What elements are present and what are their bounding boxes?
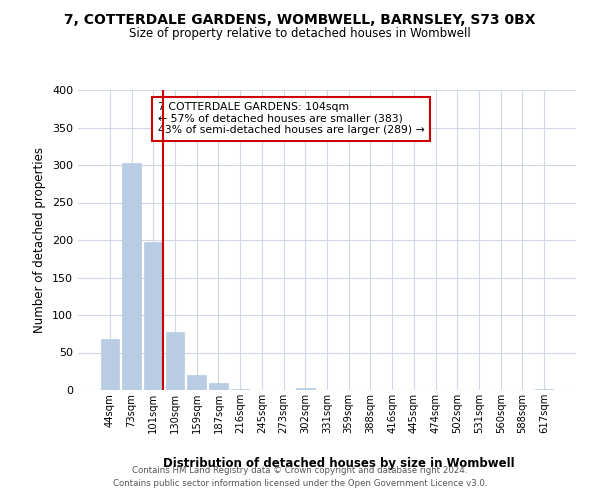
Bar (187, 375, 206, 390)
Y-axis label: Number of detached properties: Number of detached properties (34, 147, 46, 333)
Bar (296, 388, 314, 390)
Text: 7 COTTERDALE GARDENS: 104sqm
← 57% of detached houses are smaller (383)
43% of s: 7 COTTERDALE GARDENS: 104sqm ← 57% of de… (158, 102, 424, 135)
Bar (101, 339, 119, 390)
Text: Distribution of detached houses by size in Wombwell: Distribution of detached houses by size … (163, 458, 515, 470)
Bar (209, 382, 227, 390)
Bar (166, 332, 184, 390)
Text: 7, COTTERDALE GARDENS, WOMBWELL, BARNSLEY, S73 0BX: 7, COTTERDALE GARDENS, WOMBWELL, BARNSLE… (64, 12, 536, 26)
Text: Size of property relative to detached houses in Wombwell: Size of property relative to detached ho… (129, 28, 471, 40)
Bar (231, 388, 250, 390)
Bar (122, 163, 141, 390)
Text: Contains HM Land Registry data © Crown copyright and database right 2024.
Contai: Contains HM Land Registry data © Crown c… (113, 466, 487, 487)
Bar (535, 388, 553, 390)
Bar (144, 242, 163, 390)
